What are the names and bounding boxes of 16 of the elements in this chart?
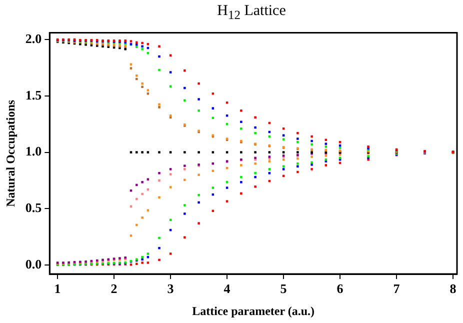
x-axis-title: Lattice parameter (a.u.) [192,304,315,318]
x-tick-label: 3 [167,281,174,296]
x-tick-label: 8 [450,281,457,296]
x-tick-label: 2 [110,281,118,296]
y-tick-label: 1.5 [25,87,42,102]
y-tick-label: 0.0 [25,256,42,272]
x-tick-label: 7 [393,281,400,296]
y-axis-title: Natural Occupations [3,100,18,207]
y-tick-label: 1.0 [25,144,42,159]
chart-title: H$_{12}$ Lattice [216,2,287,22]
x-tick-label: 6 [336,281,344,296]
x-tick-label: 4 [224,281,231,296]
x-tick-label: 5 [280,281,288,296]
y-tick-label: 0.5 [25,200,42,215]
x-tick-label: 1 [54,281,61,296]
y-tick-label: 2.0 [25,30,42,46]
